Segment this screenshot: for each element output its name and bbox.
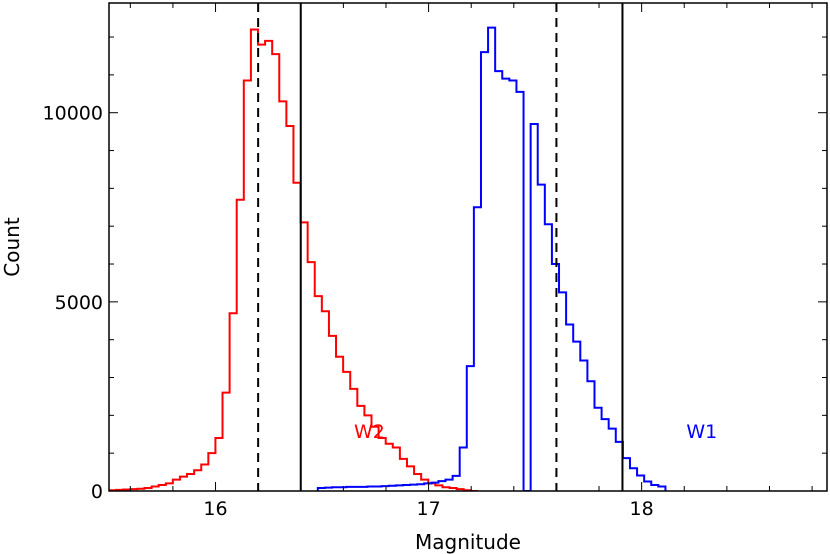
y-axis-label: Count [0, 217, 24, 277]
x-tick-label: 18 [630, 498, 654, 520]
series-label-w2: W2 [354, 421, 385, 443]
plot-frame [108, 2, 828, 492]
plot-area [109, 3, 667, 491]
x-tick-label: 16 [203, 498, 227, 520]
histogram-series-w1 [316, 26, 667, 491]
series-label-w1: W1 [686, 421, 717, 443]
x-tick-label: 17 [416, 498, 440, 520]
x-axis-label: Magnitude [415, 530, 521, 554]
histogram-series-w2 [109, 28, 478, 491]
y-tick-label: 10000 [43, 103, 103, 125]
y-tick-label: 0 [91, 481, 103, 503]
y-tick-label: 5000 [55, 292, 103, 314]
